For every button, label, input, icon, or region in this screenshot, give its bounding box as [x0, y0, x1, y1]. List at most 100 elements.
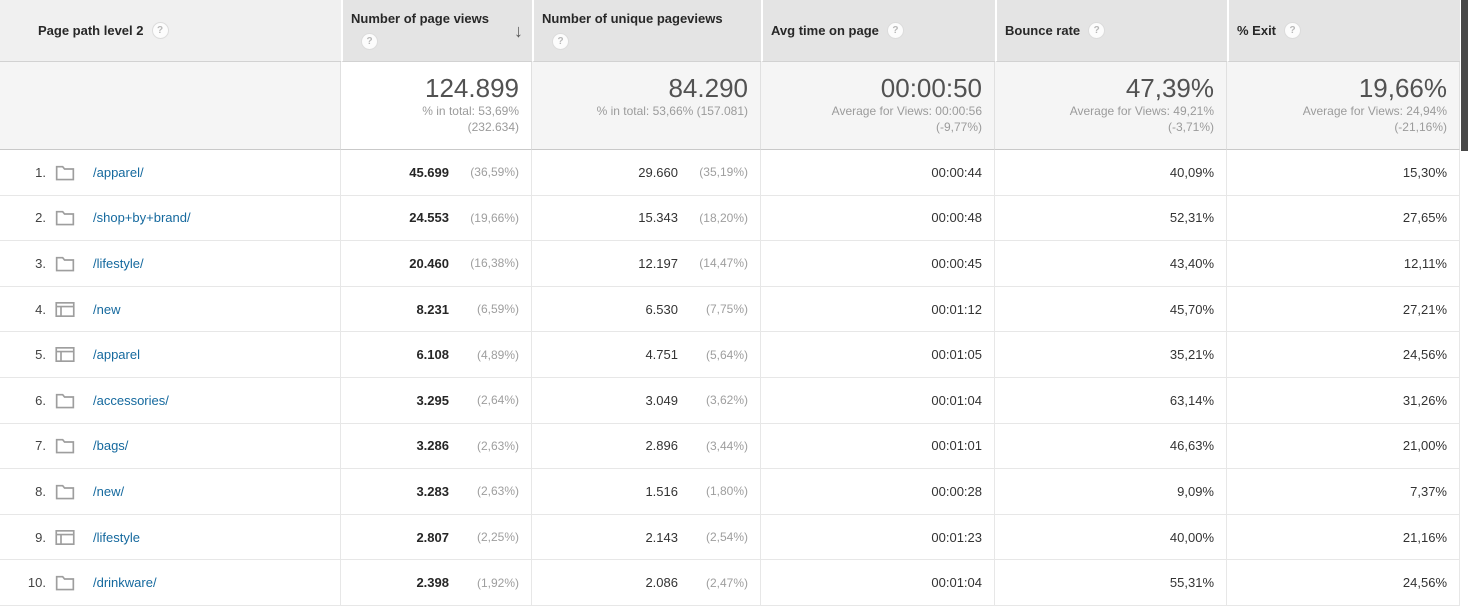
table-row-bounce-rate-cell: 40,00% [995, 514, 1227, 561]
pageviews-value: 20.460 [409, 255, 449, 271]
avg-time-value: 00:01:01 [931, 438, 982, 454]
bounce-rate-value: 46,63% [1169, 438, 1214, 454]
column-header-exit[interactable]: % Exit ? [1227, 0, 1460, 62]
pageviews-value: 45.699 [409, 164, 449, 180]
page-path-link[interactable]: /drinkware/ [93, 575, 157, 591]
row-rank: 5. [35, 347, 46, 363]
table-row-dimension-cell: 5. /apparel [0, 332, 341, 378]
table-row-avg-time-cell: 00:01:12 [761, 286, 995, 333]
pageviews-value: 24.553 [409, 210, 449, 226]
folder-icon [55, 437, 75, 454]
exit-value: 24,56% [1402, 575, 1447, 591]
column-header-page-path[interactable]: Page path level 2 ? [0, 0, 341, 62]
table-row-bounce-rate-cell: 43,40% [995, 241, 1227, 287]
table-row-unique-pageviews-cell: 29.660 (35,19%) [532, 150, 761, 196]
table-row-unique-pageviews-cell: 3.049 (3,62%) [532, 377, 761, 424]
sort-descending-icon[interactable]: ↓ [514, 20, 523, 41]
unique-pageviews-value: 1.516 [645, 483, 678, 499]
page-icon [55, 301, 75, 318]
table-row-avg-time-cell: 00:01:23 [761, 514, 995, 561]
bounce-rate-value: 45,70% [1169, 301, 1214, 317]
unique-pageviews-value: 15.343 [638, 210, 678, 226]
summary-unique-pageviews: 84.290 % in total: 53,66% (157.081) [532, 62, 761, 150]
help-icon[interactable]: ? [886, 22, 904, 39]
page-path-link[interactable]: /shop+by+brand/ [93, 210, 191, 226]
summary-pageviews: 124.899 % in total: 53,69% (232.634) [341, 62, 532, 150]
column-header-unique-pageviews[interactable]: Number of unique pageviews ? [532, 0, 761, 62]
page-path-link[interactable]: /new [93, 301, 121, 317]
bounce-rate-value: 9,09% [1177, 483, 1214, 499]
table-row-dimension-cell: 1. /apparel/ [0, 150, 341, 196]
row-rank: 1. [35, 164, 46, 180]
page-path-link[interactable]: /apparel [93, 347, 140, 363]
help-icon[interactable]: ? [1284, 22, 1302, 39]
pageviews-percent: (16,38%) [470, 256, 519, 271]
pageviews-percent: (19,66%) [470, 210, 519, 225]
bounce-rate-value: 55,31% [1169, 575, 1214, 591]
page-path-link[interactable]: /new/ [93, 483, 125, 499]
pageviews-value: 3.295 [416, 392, 449, 408]
exit-value: 31,26% [1402, 392, 1447, 408]
help-icon[interactable]: ? [151, 22, 169, 39]
page-icon [55, 529, 75, 546]
table-row-unique-pageviews-cell: 2.086 (2,47%) [532, 560, 761, 606]
avg-time-value: 00:01:04 [931, 392, 982, 408]
page-path-link[interactable]: /apparel/ [93, 164, 144, 180]
column-header-avg-time[interactable]: Avg time on page ? [761, 0, 995, 62]
table-row-bounce-rate-cell: 63,14% [995, 377, 1227, 424]
table-row-unique-pageviews-cell: 6.530 (7,75%) [532, 286, 761, 333]
scrollbar-thumb[interactable] [1461, 0, 1468, 151]
table-row-exit-cell: 31,26% [1227, 377, 1460, 424]
pageviews-percent: (2,64%) [476, 393, 519, 408]
avg-time-value: 00:01:04 [931, 575, 982, 591]
unique-pageviews-percent: (35,19%) [699, 165, 748, 180]
row-rank: 10. [27, 575, 46, 591]
row-rank: 3. [35, 255, 46, 271]
exit-value: 27,21% [1402, 301, 1447, 317]
summary-dimension-cell [0, 62, 341, 150]
table-row-dimension-cell: 8. /new/ [0, 469, 341, 515]
column-header-bounce-rate[interactable]: Bounce rate ? [995, 0, 1227, 62]
table-row-pageviews-cell: 24.553 (19,66%) [341, 195, 532, 242]
column-header-pageviews[interactable]: Number of page views ? ↓ [341, 0, 532, 62]
exit-value: 24,56% [1402, 347, 1447, 363]
table-row-pageviews-cell: 2.398 (1,92%) [341, 560, 532, 606]
pageviews-value: 6.108 [416, 347, 449, 363]
page-path-link[interactable]: /accessories/ [93, 392, 169, 408]
column-header-label: Bounce rate [1005, 22, 1081, 38]
summary-exit: 19,66% Average for Views: 24,94% (-21,16… [1227, 62, 1460, 150]
help-icon[interactable]: ? [361, 33, 378, 50]
page-path-link[interactable]: /lifestyle [93, 529, 140, 545]
summary-bounce-rate: 47,39% Average for Views: 49,21% (-3,71%… [995, 62, 1227, 150]
table-row-dimension-cell: 6. /accessories/ [0, 377, 341, 424]
summary-subtext: Average for Views: 00:00:56 [831, 104, 982, 118]
summary-subtext: (232.634) [467, 120, 519, 134]
page-path-link[interactable]: /lifestyle/ [93, 255, 144, 271]
table-row-unique-pageviews-cell: 4.751 (5,64%) [532, 332, 761, 378]
pageviews-percent: (1,92%) [476, 575, 519, 590]
folder-icon [55, 392, 75, 409]
exit-value: 7,37% [1410, 483, 1447, 499]
summary-subtext: (-9,77%) [935, 120, 982, 134]
table-row-exit-cell: 24,56% [1227, 560, 1460, 606]
summary-value: 00:00:50 [880, 73, 982, 103]
bounce-rate-value: 35,21% [1169, 347, 1214, 363]
table-row-pageviews-cell: 6.108 (4,89%) [341, 332, 532, 378]
avg-time-value: 00:01:05 [931, 347, 982, 363]
page-icon [55, 346, 75, 363]
table-row-dimension-cell: 4. /new [0, 286, 341, 333]
avg-time-value: 00:01:23 [931, 529, 982, 545]
exit-value: 21,00% [1402, 438, 1447, 454]
unique-pageviews-percent: (1,80%) [705, 484, 748, 499]
pageviews-value: 3.283 [416, 483, 449, 499]
bounce-rate-value: 63,14% [1169, 392, 1214, 408]
help-icon[interactable]: ? [1088, 22, 1106, 39]
unique-pageviews-value: 29.660 [638, 164, 678, 180]
table-row-exit-cell: 27,65% [1227, 195, 1460, 242]
page-path-link[interactable]: /bags/ [93, 438, 129, 454]
folder-icon [55, 483, 75, 500]
help-icon[interactable]: ? [552, 33, 569, 50]
exit-value: 21,16% [1402, 529, 1447, 545]
table-row-avg-time-cell: 00:00:48 [761, 195, 995, 242]
table-row-dimension-cell: 3. /lifestyle/ [0, 241, 341, 287]
